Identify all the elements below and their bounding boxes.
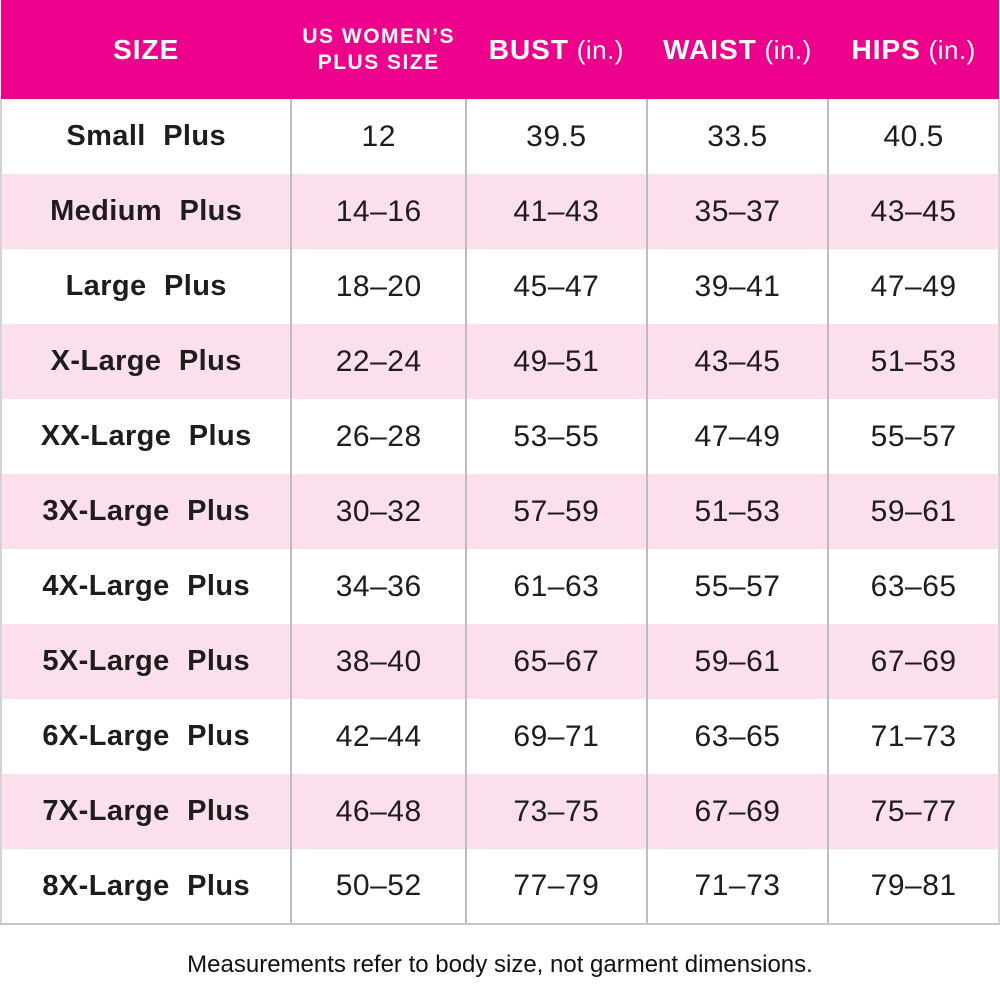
table-row-8x-large-plus: 8X-Large Plus 50–52 77–79 71–73 79–81 (0, 849, 1000, 925)
cell-size-label: X-Large Plus (0, 324, 292, 399)
cell-value-hips: 67–69 (827, 624, 1000, 699)
cell-value-bust: 57–59 (465, 474, 647, 549)
cell-size-label: 6X-Large Plus (0, 699, 292, 774)
table-row-x-large-plus: X-Large Plus 22–24 49–51 43–45 51–53 (0, 324, 1000, 399)
cell-value-waist: 63–65 (645, 699, 829, 774)
cell-value-us-women-s-plus-size: 34–36 (290, 549, 467, 624)
cell-value-bust: 53–55 (465, 399, 647, 474)
footnote: Measurements refer to body size, not gar… (187, 951, 813, 978)
cell-value-waist: 67–69 (645, 774, 829, 849)
cell-value-bust: 73–75 (465, 774, 647, 849)
cell-value-us-women-s-plus-size: 26–28 (290, 399, 467, 474)
header-label: PLUS SIZE (317, 50, 440, 74)
header-label: HIPS (851, 33, 921, 65)
cell-value-hips: 71–73 (827, 699, 1000, 774)
cell-value-us-women-s-plus-size: 50–52 (290, 849, 467, 925)
cell-size-label: Large Plus (0, 249, 292, 324)
header-label: US WOMEN’S (302, 24, 456, 48)
cell-value-bust: 41–43 (465, 174, 647, 249)
cell-value-us-women-s-plus-size: 14–16 (290, 174, 467, 249)
cell-size-label: 3X-Large Plus (0, 474, 292, 549)
table-row-large-plus: Large Plus 18–20 45–47 39–41 47–49 (0, 249, 1000, 324)
cell-value-us-women-s-plus-size: 42–44 (290, 699, 467, 774)
cell-value-hips: 55–57 (827, 399, 1000, 474)
cell-value-waist: 51–53 (645, 474, 829, 549)
size-chart-page: SIZE US WOMEN’S PLUS SIZE BUST (in.) WAIST (… (0, 0, 1000, 978)
cell-size-label: 5X-Large Plus (0, 624, 292, 699)
cell-value-bust: 45–47 (465, 249, 647, 324)
header-cell-hips: HIPS (in.) (828, 0, 999, 99)
table-row-medium-plus: Medium Plus 14–16 41–43 35–37 43–45 (0, 174, 1000, 249)
table-row-5x-large-plus: 5X-Large Plus 38–40 65–67 59–61 67–69 (0, 624, 1000, 699)
cell-value-hips: 51–53 (827, 324, 1000, 399)
header-label: SIZE (113, 33, 180, 65)
table-row-3x-large-plus: 3X-Large Plus 30–32 57–59 51–53 59–61 (0, 474, 1000, 549)
header-row: SIZE US WOMEN’S PLUS SIZE BUST (in.) WAIST (… (1, 0, 999, 99)
cell-value-bust: 65–67 (465, 624, 647, 699)
size-chart-table: SIZE US WOMEN’S PLUS SIZE BUST (in.) WAIST (… (0, 0, 1000, 925)
header-unit: (in.) (756, 34, 812, 65)
cell-value-bust: 69–71 (465, 699, 647, 774)
cell-value-bust: 77–79 (465, 849, 647, 925)
table-row-4x-large-plus: 4X-Large Plus 34–36 61–63 55–57 63–65 (0, 549, 1000, 624)
cell-value-hips: 59–61 (827, 474, 1000, 549)
table-header: SIZE US WOMEN’S PLUS SIZE BUST (in.) WAIST (… (1, 0, 999, 99)
cell-value-bust: 39.5 (465, 99, 647, 174)
cell-value-us-women-s-plus-size: 46–48 (290, 774, 467, 849)
cell-size-label: Small Plus (0, 99, 292, 174)
cell-value-us-women-s-plus-size: 18–20 (290, 249, 467, 324)
cell-size-label: 8X-Large Plus (0, 849, 292, 925)
cell-value-us-women-s-plus-size: 30–32 (290, 474, 467, 549)
cell-value-us-women-s-plus-size: 38–40 (290, 624, 467, 699)
cell-value-hips: 40.5 (827, 99, 1000, 174)
cell-size-label: Medium Plus (0, 174, 292, 249)
cell-size-label: 7X-Large Plus (0, 774, 292, 849)
cell-value-us-women-s-plus-size: 12 (290, 99, 467, 174)
cell-size-label: 4X-Large Plus (0, 549, 292, 624)
cell-size-label: XX-Large Plus (0, 399, 292, 474)
cell-value-waist: 59–61 (645, 624, 829, 699)
cell-value-waist: 43–45 (645, 324, 829, 399)
header-cell-waist: WAIST (in.) (646, 0, 829, 99)
cell-value-bust: 49–51 (465, 324, 647, 399)
cell-value-hips: 75–77 (827, 774, 1000, 849)
cell-value-waist: 39–41 (645, 249, 829, 324)
header-cell-bust: BUST (in.) (466, 0, 647, 99)
cell-value-us-women-s-plus-size: 22–24 (290, 324, 467, 399)
cell-value-hips: 79–81 (827, 849, 1000, 925)
table-row-small-plus: Small Plus 12 39.5 33.5 40.5 (0, 99, 1000, 174)
cell-value-hips: 47–49 (827, 249, 1000, 324)
header-label: BUST (488, 33, 569, 65)
cell-value-hips: 63–65 (827, 549, 1000, 624)
header-unit: (in.) (920, 34, 976, 65)
header-cell-us-women-s-plus-size: US WOMEN’S PLUS SIZE (291, 0, 467, 99)
cell-value-hips: 43–45 (827, 174, 1000, 249)
table-body: Small Plus 12 39.5 33.5 40.5 Medium Plus 14–16… (0, 99, 1000, 925)
cell-value-waist: 71–73 (645, 849, 829, 925)
cell-value-waist: 55–57 (645, 549, 829, 624)
cell-value-waist: 47–49 (645, 399, 829, 474)
header-label: WAIST (663, 33, 757, 65)
header-unit: (in.) (568, 34, 624, 65)
table-row-6x-large-plus: 6X-Large Plus 42–44 69–71 63–65 71–73 (0, 699, 1000, 774)
cell-value-waist: 35–37 (645, 174, 829, 249)
table-row-7x-large-plus: 7X-Large Plus 46–48 73–75 67–69 75–77 (0, 774, 1000, 849)
cell-value-bust: 61–63 (465, 549, 647, 624)
cell-value-waist: 33.5 (645, 99, 829, 174)
table-row-xx-large-plus: XX-Large Plus 26–28 53–55 47–49 55–57 (0, 399, 1000, 474)
header-cell-size: SIZE (1, 0, 292, 99)
